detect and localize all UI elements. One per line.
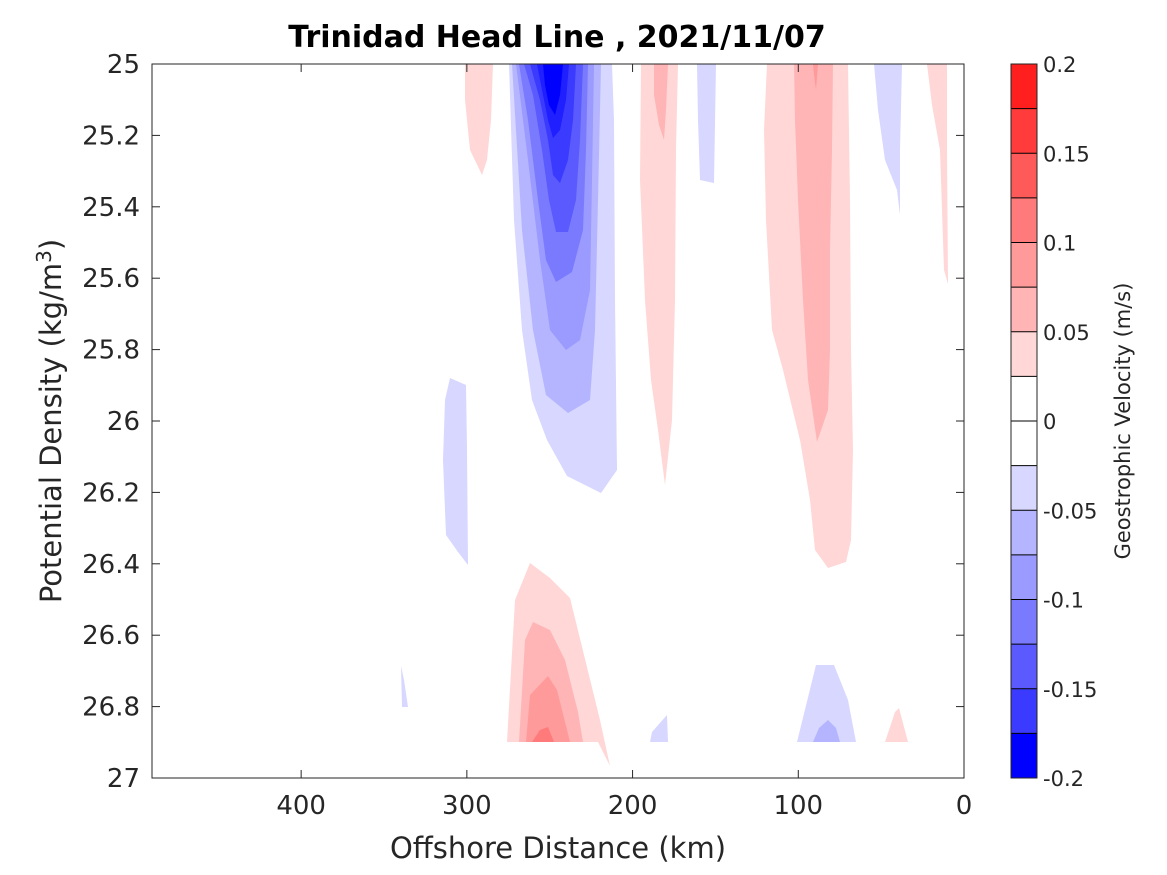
x-tick-label: 400 <box>276 791 326 821</box>
y-axis-label-superscript: 3 <box>32 250 56 263</box>
y-tick-label: 26 <box>107 407 140 437</box>
contour-neg-0025-nearshore-top <box>874 64 902 215</box>
y-tick-label: 25.8 <box>82 336 140 366</box>
colorbar-ticks: 0.2 0.15 0.1 0.05 0 -0.05 -0.1 -0.15 -0.2 <box>1043 53 1097 791</box>
contour-pos-0025-deep-40km <box>885 708 908 742</box>
colorbar-band <box>1011 465 1037 511</box>
contour-neg-0025-small-offshore <box>401 666 408 707</box>
colorbar-tick-label: -0.2 <box>1043 767 1084 791</box>
colorbar-band <box>1011 644 1037 689</box>
y-tick-label: 25 <box>107 50 140 80</box>
chart-title: Trinidad Head Line , 2021/11/07 <box>288 20 825 55</box>
colorbar-label: Geostrophic Velocity (m/s) <box>1111 283 1135 560</box>
x-tick-label: 200 <box>608 791 658 821</box>
x-tick-label: 300 <box>442 791 492 821</box>
contour-pos-0075-nearshore <box>813 64 818 90</box>
contour-neg-005-deep-90km <box>813 720 840 742</box>
contour-pos-0025-coastal <box>927 64 948 284</box>
colorbar-tick-label: 0.1 <box>1043 232 1076 256</box>
colorbar-band <box>1011 153 1037 198</box>
x-tick-label: 100 <box>773 791 823 821</box>
contour-neg-0025-deep-190km <box>650 715 668 742</box>
colorbar-band <box>1011 197 1037 243</box>
y-tick-label: 25.6 <box>82 264 140 294</box>
y-axis-label: Potential Density (kg/m3) <box>32 239 68 603</box>
contour-neg-02-jet-core <box>543 64 563 115</box>
colorbar-band <box>1011 733 1037 778</box>
colorbar-band <box>1011 421 1037 466</box>
y-tick-label: 26.8 <box>82 693 140 723</box>
colorbar-band <box>1011 688 1037 734</box>
contour-pos-005-mid <box>654 64 668 140</box>
colorbar-band <box>1011 376 1037 421</box>
contour-neg-0025-offshore <box>443 378 468 565</box>
contour-neg-0025-150km <box>697 64 716 183</box>
y-tick-label: 25.2 <box>82 121 140 151</box>
contour-neg-0025-deep-90km <box>797 665 856 742</box>
colorbar <box>1010 63 1038 779</box>
contour-pos-0025-mid <box>640 64 678 485</box>
x-tick-label: 0 <box>956 791 973 821</box>
y-tick-label: 25.4 <box>82 193 140 223</box>
y-tick-label: 26.6 <box>82 621 140 651</box>
colorbar-tick-label: -0.1 <box>1043 589 1084 613</box>
colorbar-tick-label: 0.2 <box>1043 53 1076 77</box>
colorbar-tick-label: -0.15 <box>1043 678 1097 702</box>
contour-pos-0025-left <box>465 64 493 175</box>
colorbar-band <box>1011 554 1037 600</box>
colorbar-band <box>1011 331 1037 377</box>
contour-pos-0075-deep <box>526 676 570 742</box>
y-axis-ticks: 25 25.2 25.4 25.6 25.8 26 26.2 26.4 26.6 26.8 27 <box>82 50 964 794</box>
colorbar-tick-label: 0.05 <box>1043 321 1090 345</box>
colorbar-border <box>1010 63 1038 779</box>
y-tick-label: 26.2 <box>82 478 140 508</box>
colorbar-band <box>1011 510 1037 555</box>
colorbar-band <box>1011 599 1037 645</box>
colorbar-band <box>1011 64 1037 109</box>
y-axis-label-main: Potential Density (kg/m <box>34 263 68 603</box>
colorbar-tick-label: -0.05 <box>1043 499 1097 523</box>
colorbar-tick-label: 0 <box>1043 410 1056 434</box>
contour-pos-01-deep <box>532 727 554 742</box>
contour-pos-005-nearshore <box>794 64 833 442</box>
colorbar-band <box>1011 242 1037 288</box>
x-axis-ticks: 400 300 200 100 0 <box>276 64 972 821</box>
plot-area <box>151 63 965 779</box>
y-tick-label: 27 <box>107 764 140 794</box>
contour-fills <box>401 64 948 766</box>
y-axis-label-close: ) <box>34 239 68 250</box>
colorbar-tick-label: 0.15 <box>1043 142 1090 166</box>
colorbar-band <box>1011 287 1037 332</box>
y-tick-label: 26.4 <box>82 550 140 580</box>
x-axis-label: Offshore Distance (km) <box>390 831 726 865</box>
colorbar-band <box>1011 108 1037 154</box>
